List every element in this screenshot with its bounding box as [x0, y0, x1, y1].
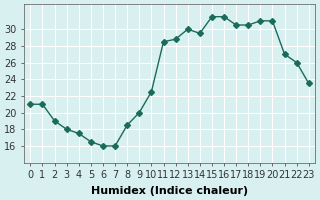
X-axis label: Humidex (Indice chaleur): Humidex (Indice chaleur) — [91, 186, 248, 196]
